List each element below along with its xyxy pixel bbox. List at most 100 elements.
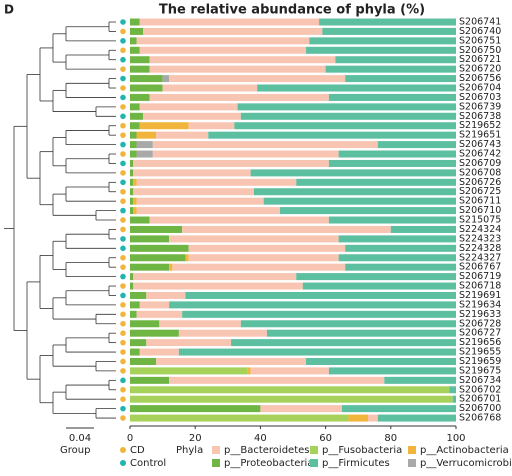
legend-dot [120,460,126,466]
y-tick-label: S206741 [459,17,501,28]
group-dot [120,302,126,308]
legend-swatch [212,446,220,454]
group-dot [120,179,126,186]
bar-segment [130,244,189,252]
bar-segment [133,159,329,167]
bar-segment [136,150,153,158]
bar-segment [130,141,137,149]
bar-segment [234,122,456,130]
bar-segment [136,37,310,45]
bar-segment [178,348,456,356]
group-dot [120,19,126,25]
y-tick-label: S206750 [459,45,501,56]
y-tick-label: S206703 [459,92,501,103]
y-tick-label: S206738 [459,111,501,122]
group-dot [120,56,126,63]
bar-segment [130,188,134,196]
bar-segment [377,141,456,149]
y-tick-label: S219675 [459,365,501,376]
group-dot [120,358,126,365]
y-tick-label: S206768 [459,413,501,424]
legend-swatch [310,446,318,454]
y-tick-label: S215075 [459,215,501,226]
bar-segment [169,263,173,271]
x-tick-label: 40 [254,433,267,444]
y-tick-label: S206701 [459,394,501,405]
bar-segment [328,216,456,224]
bar-segment [345,263,456,271]
bar-segment [130,131,137,139]
bar-segment [130,320,160,328]
bar-segment [247,367,251,375]
bar-segment [152,141,378,149]
group-dot [120,217,126,223]
group-dot [120,292,126,299]
bar-segment [136,131,157,139]
group-dot [120,38,126,44]
y-tick-label: S219633 [459,309,501,320]
group-dot [120,349,126,355]
bar-segment [253,188,456,196]
y-tick-label: S206751 [459,35,501,46]
bar-segment [449,386,456,394]
bar-segment [130,103,140,111]
group-dot [120,396,126,403]
group-dot [120,368,126,374]
bar-segment [263,197,456,205]
group-dot [120,226,126,233]
bar-segment [345,244,456,252]
bar-segment [143,112,241,120]
group-dot [120,188,126,195]
y-tick-label: S219655 [459,347,501,358]
group-dot [120,47,126,54]
x-tick-label: 0 [127,433,133,444]
x-tick-label: 100 [446,433,465,444]
y-tick-label: S206734 [459,375,501,386]
bar-segment [306,357,456,365]
group-dot [120,132,126,138]
legend-dot [120,447,126,453]
bar-segment [130,46,140,54]
bar-segment [178,329,267,337]
bar-segment [130,310,137,318]
bar-segment [139,18,320,26]
bar-segment [130,37,137,45]
bar-segment [133,282,303,290]
bar-segment [130,395,453,403]
group-dot [120,141,126,148]
group-dot [120,122,126,129]
bar-segment [188,244,346,252]
group-dot [120,170,126,176]
group-dot [120,273,126,280]
y-tick-label: S206708 [459,167,501,178]
y-tick-label: S219634 [459,299,501,310]
y-tick-label: S219691 [459,290,501,301]
legend-swatch [408,446,416,454]
legend-label: Control [130,458,166,469]
bar-segment [146,339,232,347]
bar-segment [143,27,323,35]
bar-segment [130,386,450,394]
y-tick-label: S206711 [459,196,501,207]
bar-segment [133,273,297,281]
group-dot [120,113,126,120]
bar-segment [130,27,144,35]
bar-segment [133,207,137,215]
bar-segment [133,197,137,205]
bar-segment [338,254,456,262]
bar-segment [133,188,254,196]
bar-segment [136,310,183,318]
bar-segment [302,282,456,290]
chart-title: The relative abundance of phyla (%) [159,3,425,18]
group-dot [120,377,126,384]
bar-segment [188,122,235,130]
bar-segment [130,291,147,299]
bar-segment [338,235,456,243]
y-tick-label: S206725 [459,186,501,197]
group-dot [120,151,126,157]
bar-segment [130,357,157,365]
group-dot [120,320,126,327]
x-tick-label: 60 [319,433,332,444]
bar-segment [169,75,346,83]
bar-segment [452,395,456,403]
